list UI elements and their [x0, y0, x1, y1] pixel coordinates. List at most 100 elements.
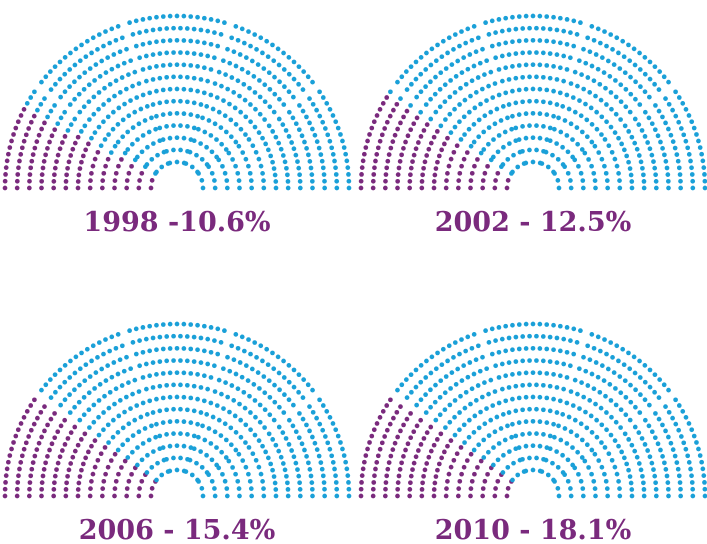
seat — [112, 143, 118, 149]
seat — [675, 158, 681, 164]
seat — [81, 412, 87, 418]
seat — [174, 467, 180, 473]
seat — [322, 486, 327, 492]
seat — [578, 20, 583, 26]
seat — [235, 37, 241, 43]
seat-highlighted — [75, 179, 81, 184]
seat — [252, 32, 258, 37]
seat-highlighted — [383, 480, 389, 485]
seat-highlighted — [63, 179, 69, 184]
seat — [153, 126, 158, 132]
seat — [677, 480, 683, 485]
seat — [602, 471, 607, 477]
seat — [586, 157, 591, 162]
seat — [151, 141, 156, 146]
seat — [136, 81, 142, 86]
seat — [284, 165, 289, 171]
seat — [579, 129, 585, 135]
seat — [428, 387, 433, 393]
seat — [178, 147, 183, 153]
seat — [459, 70, 465, 75]
seat — [490, 403, 496, 408]
seat — [660, 114, 665, 120]
seat — [67, 67, 73, 72]
seat — [215, 326, 221, 332]
seat-highlighted — [112, 486, 118, 491]
seat-highlighted — [370, 486, 376, 492]
seat — [195, 39, 200, 45]
seat — [242, 405, 248, 411]
seat — [582, 458, 588, 464]
seat — [598, 405, 604, 411]
seat — [327, 446, 333, 452]
seat — [171, 74, 176, 80]
seat — [277, 387, 282, 393]
seat-highlighted — [395, 493, 400, 499]
seat — [587, 398, 593, 403]
seat — [638, 467, 644, 473]
seat — [523, 38, 529, 43]
seat — [612, 464, 618, 470]
seat — [490, 95, 496, 100]
seat — [579, 455, 585, 460]
seat-highlighted — [482, 170, 488, 176]
seat — [212, 429, 218, 435]
seat — [345, 473, 351, 478]
seat — [48, 395, 54, 400]
seat-highlighted — [3, 172, 8, 177]
seat — [167, 135, 173, 141]
seat — [198, 410, 204, 415]
seat — [28, 95, 34, 100]
seat — [496, 92, 502, 98]
seat — [181, 13, 187, 19]
seat — [589, 371, 595, 377]
seat-highlighted — [27, 480, 33, 485]
seat-highlighted — [149, 178, 155, 183]
seat — [147, 65, 153, 71]
seat — [484, 366, 490, 372]
seat — [592, 451, 598, 457]
seat-highlighted — [72, 140, 78, 146]
seat — [218, 125, 224, 130]
seat — [246, 29, 251, 34]
seat — [39, 79, 44, 85]
seat — [236, 178, 242, 183]
seat — [236, 451, 242, 457]
seat — [696, 446, 701, 452]
seat — [561, 386, 566, 392]
seat-highlighted — [358, 185, 364, 191]
seat — [280, 430, 286, 435]
seat-highlighted — [367, 440, 372, 445]
seat — [676, 403, 682, 408]
seat — [144, 386, 149, 392]
seat — [568, 178, 573, 183]
seat — [552, 434, 557, 440]
seat — [344, 466, 350, 472]
seat-highlighted — [82, 431, 88, 437]
seat — [680, 101, 686, 106]
seat — [445, 50, 450, 56]
seat — [167, 394, 173, 400]
seat — [632, 370, 638, 376]
seat — [257, 78, 262, 83]
seat-highlighted — [92, 438, 98, 443]
seat — [520, 26, 526, 31]
seat — [204, 104, 210, 109]
seat-highlighted — [468, 451, 474, 457]
seat — [678, 185, 684, 191]
seat — [523, 346, 529, 351]
seat-highlighted — [66, 467, 72, 473]
seat — [233, 430, 239, 435]
seat — [471, 371, 477, 377]
seat — [666, 126, 671, 132]
seat-highlighted — [399, 152, 404, 158]
seat-highlighted — [388, 145, 394, 151]
seat — [264, 38, 270, 44]
seat-highlighted — [28, 165, 34, 171]
seat — [67, 375, 73, 380]
seat-highlighted — [382, 493, 388, 499]
seat-highlighted — [374, 113, 380, 118]
seat-highlighted — [76, 480, 82, 486]
seat-highlighted — [405, 441, 411, 447]
seat — [160, 445, 166, 450]
